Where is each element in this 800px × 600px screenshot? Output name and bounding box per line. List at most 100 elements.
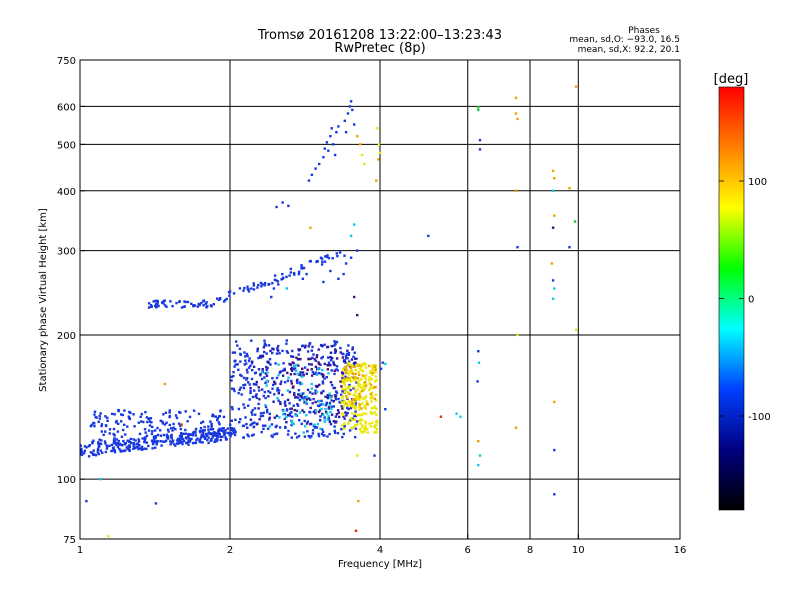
data-point <box>313 423 316 426</box>
data-point <box>113 451 117 454</box>
chart-subtitle: RwPretec (8p) <box>334 41 425 56</box>
data-point <box>113 449 116 452</box>
data-point <box>273 393 276 396</box>
data-point <box>163 304 167 307</box>
data-point <box>190 437 193 441</box>
data-point <box>459 415 462 418</box>
data-point <box>272 400 275 403</box>
data-point <box>339 351 342 354</box>
data-point <box>217 298 221 301</box>
data-point <box>365 400 368 403</box>
data-point <box>199 441 202 444</box>
data-point <box>133 425 136 428</box>
data-point <box>330 383 334 387</box>
data-point <box>218 423 221 426</box>
data-point <box>222 300 226 303</box>
data-point <box>277 399 280 402</box>
data-point <box>516 333 519 337</box>
data-point <box>327 372 330 375</box>
data-point <box>337 415 341 419</box>
data-point <box>186 300 190 304</box>
data-point <box>231 427 234 431</box>
data-point <box>279 402 282 406</box>
data-point <box>258 418 261 421</box>
data-point <box>311 392 314 395</box>
data-point <box>128 449 131 452</box>
data-point <box>286 371 289 375</box>
data-point <box>342 359 346 362</box>
data-point <box>217 421 220 424</box>
data-point <box>100 430 103 433</box>
data-point <box>301 371 305 374</box>
data-point <box>300 371 303 374</box>
data-point <box>320 399 323 403</box>
data-point <box>427 234 430 238</box>
data-point <box>477 108 480 112</box>
grid-lines <box>80 60 680 539</box>
data-point <box>342 380 346 384</box>
data-point <box>104 424 108 427</box>
data-point <box>266 367 269 370</box>
data-point <box>301 375 304 378</box>
data-point <box>140 420 143 423</box>
data-point <box>323 420 327 423</box>
data-point <box>328 432 331 436</box>
data-point <box>315 354 319 357</box>
data-point <box>215 440 218 443</box>
data-point <box>322 430 325 434</box>
data-point <box>314 371 318 374</box>
data-point <box>261 355 265 358</box>
data-point <box>373 454 376 457</box>
data-point <box>335 131 338 134</box>
data-point <box>345 402 348 405</box>
data-point <box>287 204 290 208</box>
data-point <box>289 271 293 274</box>
data-point <box>187 435 190 438</box>
data-point <box>341 396 344 400</box>
data-point <box>175 301 178 305</box>
data-point <box>288 274 291 277</box>
data-point <box>292 272 296 275</box>
data-point <box>304 425 307 428</box>
data-point <box>312 397 315 401</box>
data-point <box>327 405 331 409</box>
data-point <box>551 169 555 173</box>
data-point <box>332 420 335 423</box>
data-point <box>354 368 358 372</box>
data-point <box>284 404 287 407</box>
data-point <box>107 535 110 538</box>
data-point <box>147 306 151 309</box>
data-point <box>211 428 215 431</box>
data-point <box>168 423 171 427</box>
data-point <box>374 411 377 414</box>
data-point <box>310 374 314 377</box>
data-point <box>179 431 183 435</box>
data-point <box>108 428 112 431</box>
data-point <box>349 419 352 422</box>
data-point <box>293 365 297 368</box>
data-point <box>134 439 137 442</box>
data-point <box>277 392 280 395</box>
data-point <box>105 444 108 447</box>
y-tick-label: 100 <box>57 475 76 486</box>
data-point <box>333 372 336 376</box>
data-point <box>568 187 571 190</box>
data-point <box>249 423 252 427</box>
y-axis-label: Stationary phase Virtual Height [km] <box>38 208 49 392</box>
data-point <box>179 427 182 431</box>
data-point <box>370 412 373 415</box>
data-point <box>259 374 262 377</box>
data-point <box>351 402 354 405</box>
data-point <box>293 393 296 396</box>
data-point <box>210 432 213 435</box>
data-point <box>123 423 126 426</box>
data-point <box>83 449 87 452</box>
data-point <box>317 434 321 438</box>
data-point <box>344 131 348 134</box>
data-point <box>249 418 253 421</box>
data-point <box>348 378 352 382</box>
data-point <box>307 179 311 182</box>
data-point <box>202 431 205 434</box>
data-point <box>360 386 363 390</box>
data-point <box>361 389 364 393</box>
